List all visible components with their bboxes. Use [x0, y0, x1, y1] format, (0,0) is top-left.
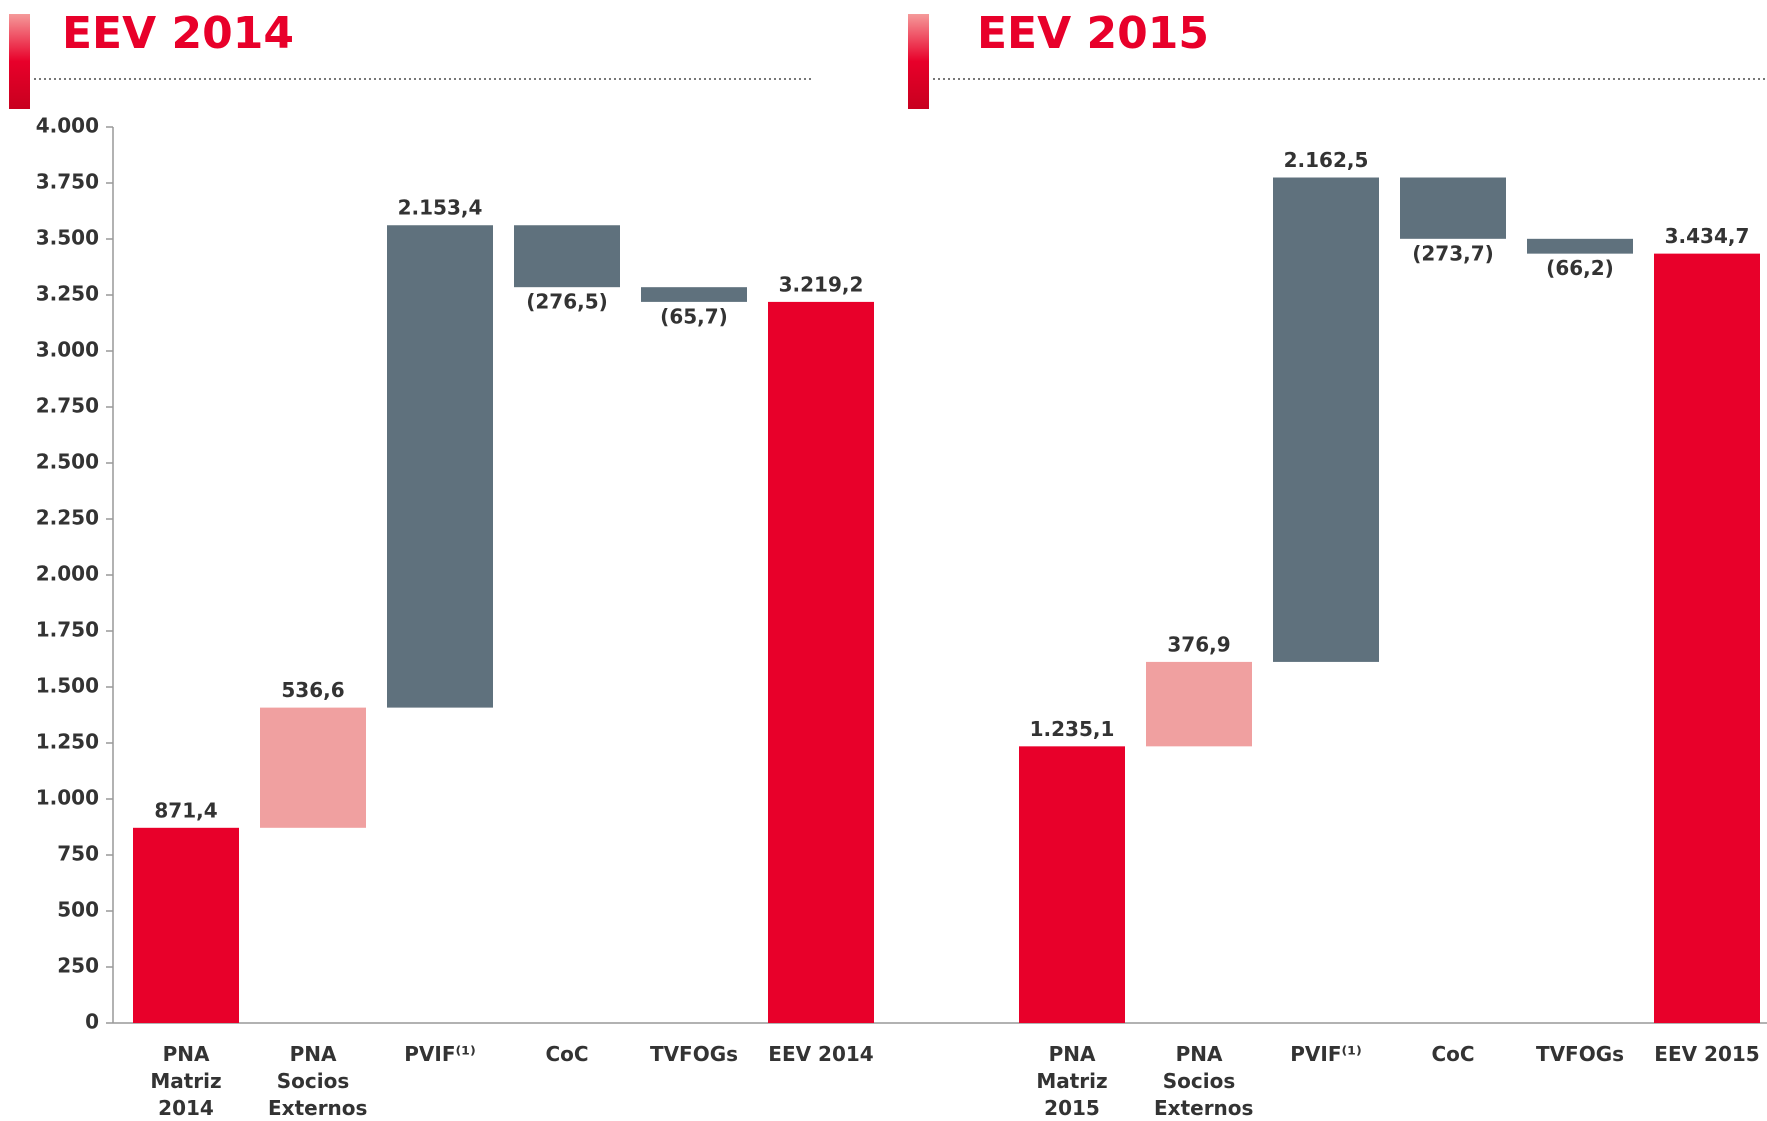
x-tick-label: CoC — [1431, 1042, 1475, 1066]
y-tick-label: 1.500 — [36, 674, 99, 698]
bar — [1400, 177, 1506, 239]
y-tick-label: 3.500 — [36, 226, 99, 250]
chart-title: EEV 2014 — [62, 8, 294, 59]
y-tick-label: 500 — [57, 898, 99, 922]
x-tick-label: PNA Matriz 2015 — [1036, 1042, 1108, 1120]
title-accent — [908, 14, 929, 109]
value-label: 3.219,2 — [779, 272, 864, 296]
x-tick-label: TVFOGs — [1535, 1042, 1625, 1066]
y-tick-label: 4.000 — [36, 114, 99, 138]
value-label: (66,2) — [1546, 256, 1614, 280]
y-tick-label: 1.750 — [36, 618, 99, 642]
chart-title: EEV 2015 — [977, 8, 1209, 59]
bar — [133, 827, 239, 1023]
bar — [1146, 661, 1252, 747]
y-tick-label: 2.250 — [36, 506, 99, 530]
value-label: 536,6 — [281, 678, 344, 702]
y-tick-label: 3.250 — [36, 282, 99, 306]
title-accent — [9, 14, 30, 109]
bar — [1654, 253, 1760, 1023]
y-tick-label: 3.000 — [36, 338, 99, 362]
value-label: 2.153,4 — [398, 196, 483, 220]
x-tick-label: PNA Matriz 2014 — [150, 1042, 222, 1120]
y-tick-label: 250 — [57, 954, 99, 978]
x-tick-label: EEV 2014 — [768, 1042, 874, 1066]
x-tick-label: PVIF⁽¹⁾ — [404, 1042, 476, 1066]
value-label: 871,4 — [154, 798, 217, 822]
value-label: 1.235,1 — [1030, 717, 1115, 741]
x-tick-label: PVIF⁽¹⁾ — [1290, 1042, 1362, 1066]
y-tick-label: 2.750 — [36, 394, 99, 418]
value-label: (276,5) — [526, 290, 608, 314]
value-label: 3.434,7 — [1665, 224, 1750, 248]
y-tick-label: 3.750 — [36, 170, 99, 194]
x-tick-label: CoC — [545, 1042, 589, 1066]
bar — [1019, 746, 1125, 1023]
x-tick-label: EEV 2015 — [1654, 1042, 1760, 1066]
y-tick-label: 1.000 — [36, 786, 99, 810]
value-label: 376,9 — [1167, 632, 1230, 656]
value-label: (273,7) — [1412, 241, 1494, 265]
x-tick-label: PNA Socios Externos — [268, 1042, 368, 1120]
y-tick-label: 2.500 — [36, 450, 99, 474]
bar — [1273, 177, 1379, 662]
value-label: 2.162,5 — [1284, 148, 1369, 172]
y-tick-label: 750 — [57, 842, 99, 866]
y-tick-label: 2.000 — [36, 562, 99, 586]
bar — [514, 225, 620, 288]
bar — [260, 707, 366, 828]
x-tick-label: TVFOGs — [649, 1042, 739, 1066]
y-tick-label: 1.250 — [36, 730, 99, 754]
y-tick-label: 0 — [85, 1010, 99, 1034]
bar — [768, 301, 874, 1024]
bar — [387, 225, 493, 708]
bar — [641, 287, 747, 302]
value-label: (65,7) — [660, 304, 728, 328]
bar — [1527, 238, 1633, 254]
x-tick-label: PNA Socios Externos — [1154, 1042, 1254, 1120]
